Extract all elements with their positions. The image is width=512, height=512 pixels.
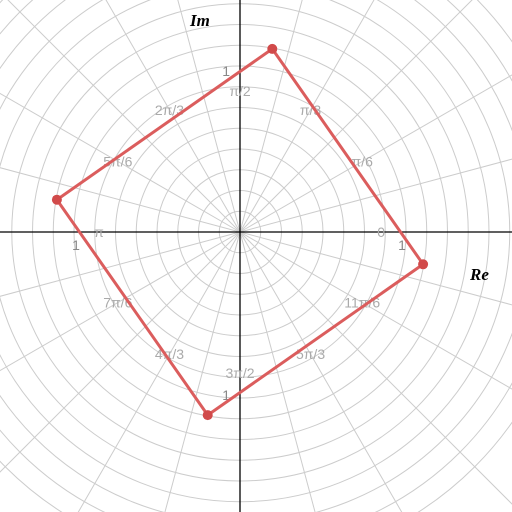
x-axis-label: Re (469, 265, 489, 284)
angle-label: 0 (377, 224, 385, 240)
y-tick-label: 1 (222, 63, 230, 79)
angle-label: π (94, 224, 104, 240)
polygon-vertex-marker (267, 44, 277, 54)
polygon-vertex-marker (418, 259, 428, 269)
angle-label: π/2 (229, 83, 251, 99)
angle-label: 3π/2 (225, 365, 254, 381)
polygon-vertex-marker (203, 410, 213, 420)
polygon-vertex-marker (52, 195, 62, 205)
polar-complex-plane-chart: ReIm11110π/6π/3π/22π/35π/6π7π/64π/33π/25… (0, 0, 512, 512)
y-axis-label: Im (189, 11, 210, 30)
x-tick-label: 1 (72, 237, 80, 253)
